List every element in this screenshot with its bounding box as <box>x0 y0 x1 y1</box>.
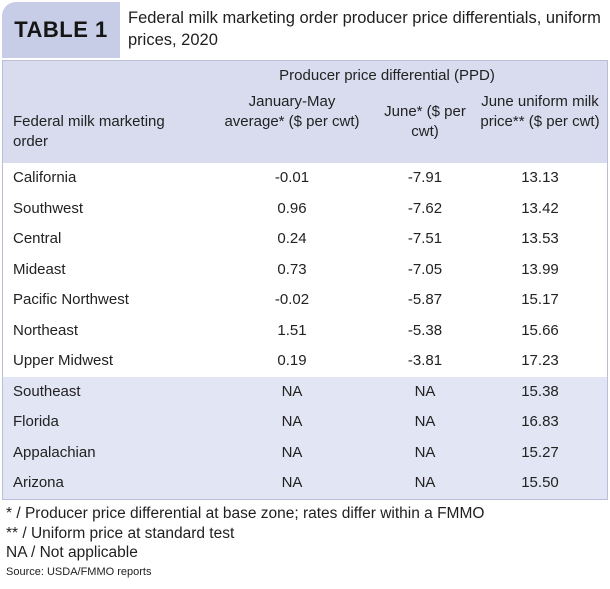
table-row: Southeast NA NA 15.38 <box>3 376 607 407</box>
row-june-value: NA <box>414 382 436 400</box>
row-june-uniform-value: 16.83 <box>521 413 559 430</box>
footnote-ppd: * / Producer price differential at base … <box>6 505 485 522</box>
row-jan-may-value: 0.19 <box>277 352 307 369</box>
row-order-name: Southwest <box>13 199 84 217</box>
table-title: Federal milk marketing order producer pr… <box>128 9 601 49</box>
row-june-uniform-value: 15.38 <box>521 382 559 400</box>
ppd-group-header: Producer price differential (PPD) <box>279 67 495 84</box>
row-jan-may-value: NA <box>281 443 303 461</box>
row-june-uniform-value: 15.17 <box>521 291 559 308</box>
row-june-uniform-value: 13.42 <box>521 199 559 217</box>
row-order-name: Southeast <box>13 382 81 400</box>
row-order-name: Appalachian <box>13 443 96 461</box>
table-header-bar: TABLE 1 Federal milk marketing order pro… <box>0 0 610 60</box>
row-jan-may-value: 1.51 <box>277 321 307 339</box>
footnote-uniform-price: ** / Uniform price at standard test <box>6 524 235 542</box>
row-order-name: Central <box>13 230 62 247</box>
row-jan-may-value: -0.01 <box>274 169 310 186</box>
row-june-uniform-value: 15.66 <box>521 321 559 339</box>
table-row: Upper Midwest 0.19 -3.81 17.23 <box>3 346 607 377</box>
footnotes: * / Producer price differential at base … <box>6 504 606 580</box>
row-order-name: Florida <box>13 413 59 430</box>
table-row: Arizona NA NA 15.50 <box>3 468 607 499</box>
row-jan-may-value: NA <box>281 382 303 400</box>
row-june-value: -7.91 <box>407 169 443 186</box>
row-order-name: Arizona <box>13 474 64 491</box>
table-row: Mideast 0.73 -7.05 13.99 <box>3 254 607 285</box>
source-note: Source: USDA/FMMO reports <box>6 565 152 578</box>
row-june-value: -5.87 <box>407 291 443 308</box>
row-june-value: NA <box>414 474 436 491</box>
row-june-value: -3.81 <box>407 352 443 369</box>
table-row: Southwest 0.96 -7.62 13.42 <box>3 193 607 224</box>
table-row: Pacific Northwest -0.02 -5.87 15.17 <box>3 285 607 316</box>
row-order-name: Upper Midwest <box>13 352 114 369</box>
row-june-value: -5.38 <box>407 321 443 339</box>
row-june-uniform-value: 15.27 <box>521 443 559 461</box>
row-order-name: Mideast <box>13 260 66 278</box>
data-table: Producer price differential (PPD) Federa… <box>2 60 608 500</box>
row-order-name: California <box>13 169 77 186</box>
table-column-headers: Producer price differential (PPD) Federa… <box>3 61 607 163</box>
row-order-name: Northeast <box>13 321 79 339</box>
column-header-june-uniform: June uniform milk price** ($ per cwt) <box>480 93 600 130</box>
table-row: Central 0.24 -7.51 13.53 <box>3 224 607 255</box>
footnote-na: NA / Not applicable <box>6 544 138 561</box>
row-order-name: Pacific Northwest <box>13 291 129 308</box>
table-row: Appalachian NA NA 15.27 <box>3 437 607 468</box>
column-header-order: Federal milk marketing order <box>13 113 165 150</box>
row-jan-may-value: NA <box>281 474 303 491</box>
row-jan-may-value: -0.02 <box>274 291 310 308</box>
row-june-uniform-value: 17.23 <box>521 352 559 369</box>
table-row: Florida NA NA 16.83 <box>3 407 607 438</box>
row-june-uniform-value: 15.50 <box>521 474 559 491</box>
row-june-uniform-value: 13.13 <box>521 169 559 186</box>
row-jan-may-value: 0.96 <box>277 199 307 217</box>
row-jan-may-value: 0.24 <box>277 230 307 247</box>
row-jan-may-value: NA <box>281 413 303 430</box>
row-june-value: NA <box>414 413 436 430</box>
row-june-uniform-value: 13.53 <box>521 230 559 247</box>
column-header-june: June* ($ per cwt) <box>384 103 466 140</box>
table-number-tag: TABLE 1 <box>2 2 120 58</box>
row-june-uniform-value: 13.99 <box>521 260 559 278</box>
table-row: California -0.01 -7.91 13.13 <box>3 163 607 194</box>
row-june-value: -7.51 <box>407 230 443 247</box>
column-header-jan-may: January-May average* ($ per cwt) <box>224 93 360 130</box>
table-row: Northeast 1.51 -5.38 15.66 <box>3 315 607 346</box>
table-number-label: TABLE 1 <box>14 17 108 42</box>
row-june-value: NA <box>414 443 436 461</box>
row-jan-may-value: 0.73 <box>277 260 307 278</box>
row-june-value: -7.05 <box>407 260 443 278</box>
row-june-value: -7.62 <box>407 199 443 217</box>
